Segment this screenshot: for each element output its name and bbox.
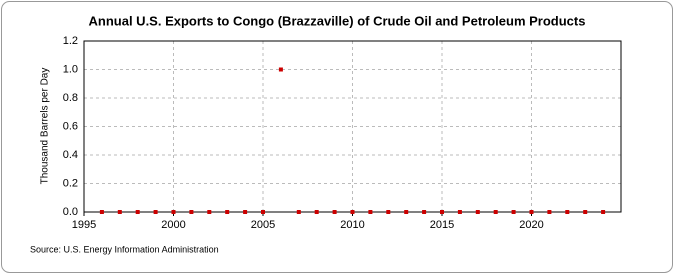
marker	[189, 210, 194, 214]
marker	[440, 210, 444, 214]
y-tick-label: 0.0	[63, 206, 78, 218]
y-tick-label: 1.2	[63, 35, 78, 47]
marker	[171, 210, 176, 214]
x-tick-label: 2015	[430, 219, 454, 231]
marker	[135, 210, 140, 214]
marker	[278, 67, 283, 72]
marker	[296, 210, 301, 214]
chart-title: Annual U.S. Exports to Congo (Brazzavill…	[89, 13, 586, 28]
y-tick-label: 0.4	[63, 149, 78, 161]
source: Source: U.S. Energy Information Administ…	[30, 244, 219, 254]
marker	[404, 210, 409, 214]
marker	[207, 210, 212, 214]
marker	[475, 210, 480, 214]
y-tick-label: 0.8	[63, 92, 78, 104]
marker	[529, 210, 534, 214]
marker	[225, 210, 230, 214]
y-axis-label: Thousand Barrels per Day	[40, 68, 51, 185]
marker	[261, 210, 265, 214]
marker	[583, 210, 588, 214]
marker	[565, 210, 570, 214]
marker	[117, 210, 122, 214]
marker	[422, 210, 427, 214]
frame	[1, 1, 673, 273]
y-tick-label: 0.2	[63, 177, 78, 189]
y-tick-label: 0.6	[63, 120, 78, 132]
x-tick-label: 2010	[340, 219, 364, 231]
y-tick-label: 1.0	[63, 63, 78, 75]
marker	[511, 210, 516, 214]
marker	[493, 210, 498, 214]
x-tick-label: 2020	[519, 219, 543, 231]
x-tick-label: 2000	[161, 219, 185, 231]
marker	[386, 210, 391, 214]
marker	[243, 210, 248, 214]
marker	[314, 210, 319, 214]
marker	[601, 210, 606, 214]
x-tick-label: 1995	[72, 219, 96, 231]
x-tick-label: 2005	[251, 219, 275, 231]
marker	[547, 210, 552, 214]
marker	[332, 210, 337, 214]
marker	[99, 210, 104, 214]
marker	[350, 210, 355, 214]
marker	[153, 210, 158, 214]
marker	[368, 210, 373, 214]
marker	[457, 210, 462, 214]
